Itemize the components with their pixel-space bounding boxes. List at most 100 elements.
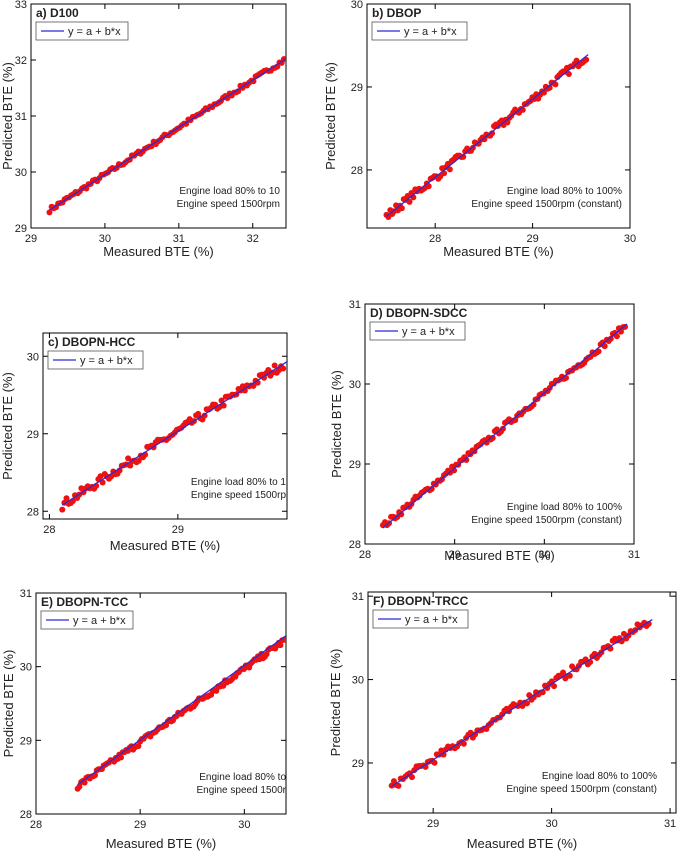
y-tick-label: 29 [27,429,39,441]
plot-frame [366,3,631,229]
x-axis-label: Measured BTE (%) [443,244,554,259]
y-tick-label: 30 [20,662,32,674]
panel-label: E) DBOPN-TCC [41,595,129,609]
y-tick-label: 31 [349,299,361,311]
data-point [463,457,470,464]
x-tick-label: 29 [449,549,461,561]
data-point [460,740,467,747]
fit-line [386,54,589,217]
data-point [583,56,590,63]
y-tick-label: 29 [351,82,363,94]
data-layer [74,635,286,792]
y-tick-label: 29 [352,758,364,770]
annotation-load: Engine load 80% to 1 [191,477,287,488]
data-point [440,751,447,758]
fit-line [382,323,628,529]
data-point [622,323,629,330]
annotation-speed: Engine speed 1500rpm [177,199,280,210]
data-point [607,335,614,342]
y-tick-label: 29 [20,735,32,747]
data-layer [379,323,629,529]
data-layer [46,55,286,216]
data-layer [388,618,653,789]
x-tick-label: 32 [247,233,259,245]
fit-line [61,361,287,506]
data-point [566,672,573,679]
x-tick-label: 28 [429,233,441,245]
y-axis-label: Predicted BTE (%) [1,650,16,758]
x-tick-label: 28 [359,549,371,561]
x-tick-label: 30 [545,818,557,830]
data-point [560,669,567,676]
data-point [406,198,413,205]
data-point [428,485,435,492]
data-point [552,81,559,88]
annotation-speed: Engine speed 1500rpm (constant) [471,515,622,526]
x-tick-label: 30 [624,233,636,245]
data-point [269,369,276,376]
y-tick-label: 33 [15,0,27,11]
y-tick-label: 31 [352,591,364,603]
x-tick-label: 31 [173,233,185,245]
x-tick-label: 30 [99,233,111,245]
chart-panel-1: 29 30 31 32 29 30 31 32 33 Measured BTE (%) Predic… [0,0,287,259]
data-point [620,630,627,637]
data-point [481,136,488,143]
y-tick-label: 31 [15,111,27,123]
y-axis-label: Predicted BTE (%) [0,372,15,480]
data-point [398,511,405,518]
y-tick-label: 30 [352,675,364,687]
y-tick-label: 29 [349,459,361,471]
x-axis-label: Measured BTE (%) [106,836,217,851]
data-point [277,642,284,649]
x-axis-label: Measured BTE (%) [103,244,214,259]
panel-label: c) DBOPN-HCC [48,335,136,349]
plot-frame [42,332,288,520]
y-axis-label: Predicted BTE (%) [329,370,344,478]
y-tick-label: 30 [351,0,363,11]
legend-label: y = a + b*x [402,326,455,338]
chart-panel-5: 28 29 30 28 29 30 31 Measured BTE (%) Predicted … [1,588,287,851]
annotation-load: Engine load 80% to 100% [542,771,657,782]
x-tick-label: 29 [25,233,37,245]
y-tick-label: 28 [351,165,363,177]
y-axis-label: Predicted BTE (%) [323,62,338,170]
y-tick-label: 28 [349,539,361,551]
y-axis-label: Predicted BTE (%) [0,62,15,170]
panel-label: a) D100 [36,6,79,20]
legend-box [372,609,469,629]
annotation-speed: Engine speed 1500rp [191,490,287,501]
y-tick-label: 29 [15,223,27,235]
annotation-load: Engine load 80% to [199,772,286,783]
data-point [117,754,124,761]
x-axis-label: Measured BTE (%) [467,836,578,851]
x-axis-label: Measured BTE (%) [444,548,555,563]
legend-label: y = a + b*x [73,615,126,627]
legend-label: y = a + b*x [404,26,457,38]
x-tick-label: 29 [526,233,538,245]
data-point [523,700,530,707]
data-point [261,374,268,381]
legend-box [47,350,144,370]
data-point [431,759,438,766]
fit-line [77,635,286,786]
data-point [551,683,558,690]
chart-panel-3: 28 29 28 29 30 Measured BTE (%) Predicted BTE … [0,332,288,553]
x-tick-label: 28 [43,524,55,536]
data-point [613,333,620,340]
legend-label: y = a + b*x [80,355,133,367]
data-point [135,457,142,464]
legend-box [369,321,466,341]
x-tick-label: 31 [628,549,640,561]
data-point [127,462,134,469]
x-tick-label: 31 [664,818,676,830]
y-tick-label: 28 [20,809,32,821]
data-point [271,362,278,369]
data-point [280,365,287,372]
data-point [499,425,506,432]
data-point [59,506,66,513]
data-point [601,343,608,350]
y-tick-label: 32 [15,55,27,67]
annotation-speed: Engine speed 1500rpm (constant) [471,199,622,210]
